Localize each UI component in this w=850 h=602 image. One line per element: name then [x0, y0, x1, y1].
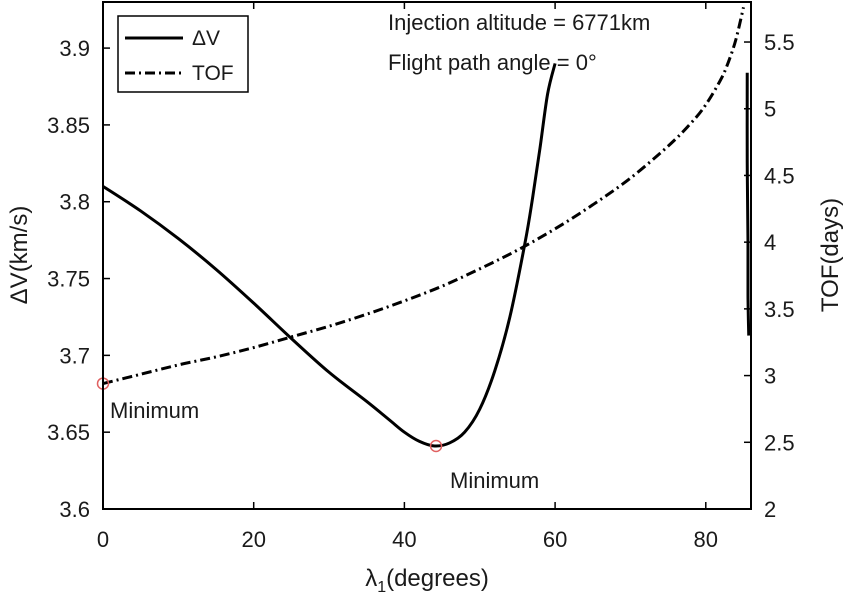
x-tick-label-4: 80 — [694, 527, 718, 552]
legend-box — [117, 15, 249, 93]
y-tick-label-left-4: 3.8 — [59, 190, 90, 215]
y-tick-label-right-5: 4.5 — [764, 163, 795, 188]
x-axis-title-sub: 1 — [377, 579, 386, 596]
y-axis-title-right: TOF(days) — [817, 198, 844, 312]
axis-ticks: 0 20 40 60 80 3.6 3.65 3.7 3.75 3.8 3.85 3.9 2 2.5 3 3.… — [47, 2, 795, 552]
series-line-tof-branch — [745, 72, 751, 336]
y-tick-label-right-6: 5 — [764, 97, 776, 122]
series-line-tof — [102, 6, 745, 386]
y-axis-title-left: ΔV(km/s) — [6, 206, 33, 305]
annotation-minimum-dv: Minimum — [450, 468, 539, 493]
legend-label-dv: ΔV — [192, 27, 220, 50]
annotation-minimum-tof: Minimum — [110, 398, 199, 423]
series-line-dv — [102, 63, 557, 448]
y-tick-label-left-2: 3.7 — [59, 343, 90, 368]
y-tick-label-right-0: 2 — [764, 497, 776, 522]
y-tick-label-right-1: 2.5 — [764, 430, 795, 455]
x-axis-title-main: λ — [365, 565, 377, 592]
minimum-marker-1 — [429, 439, 443, 453]
y-tick-label-right-4: 4 — [764, 230, 776, 255]
x-tick-label-3: 60 — [543, 527, 567, 552]
annotation-injection-altitude: Injection altitude = 6771km — [388, 10, 650, 35]
legend-label-tof: TOF — [192, 62, 234, 85]
chart-marks — [96, 6, 751, 453]
x-tick-label-0: 0 — [97, 527, 109, 552]
y-tick-label-left-0: 3.6 — [59, 497, 90, 522]
y-tick-label-right-7: 5.5 — [764, 30, 795, 55]
legend: ΔV TOF — [117, 15, 249, 93]
annotation-flight-path-angle: Flight path angle = 0° — [388, 50, 597, 75]
y-tick-label-left-1: 3.65 — [47, 420, 90, 445]
y-tick-label-right-3: 3.5 — [764, 297, 795, 322]
x-axis-title-rest: (degrees) — [386, 565, 489, 592]
x-tick-label-2: 40 — [392, 527, 416, 552]
x-axis-title: λ1(degrees) — [365, 565, 489, 596]
y-tick-label-left-6: 3.9 — [59, 36, 90, 61]
y-tick-label-left-5: 3.85 — [47, 113, 90, 138]
x-tick-label-1: 20 — [241, 527, 265, 552]
y-tick-label-right-2: 3 — [764, 364, 776, 389]
y-tick-label-left-3: 3.75 — [47, 267, 90, 292]
plot-frame — [102, 1, 752, 510]
